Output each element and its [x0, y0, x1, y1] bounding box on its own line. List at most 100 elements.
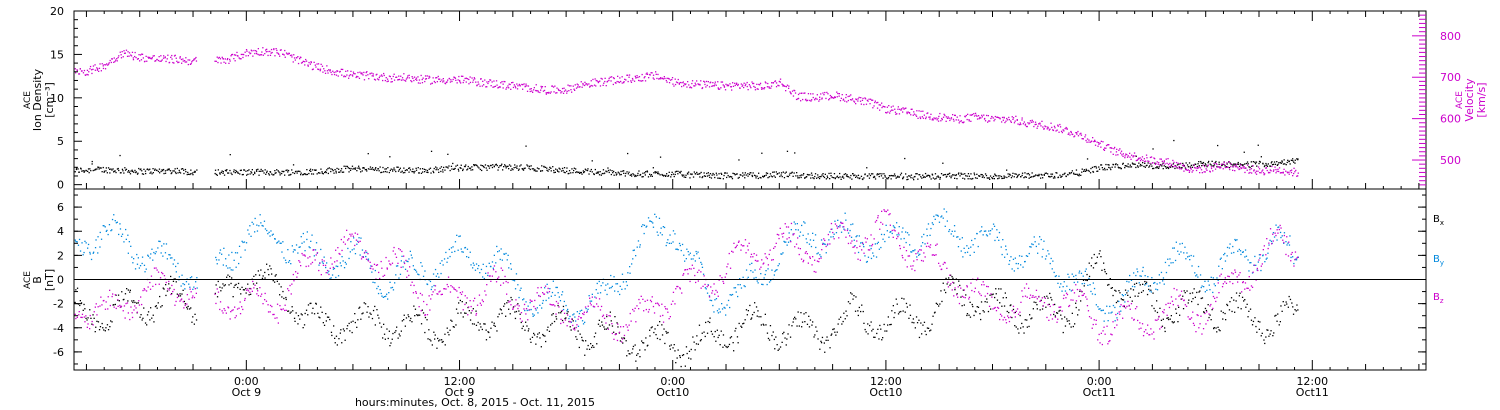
data-point [1256, 165, 1258, 167]
data-point [1218, 329, 1220, 331]
data-point [353, 167, 355, 169]
data-point [721, 308, 724, 310]
data-point [720, 81, 722, 83]
data-point [420, 74, 422, 77]
data-point [449, 169, 451, 172]
data-point [187, 305, 189, 308]
data-point [718, 308, 720, 310]
data-point [90, 258, 93, 261]
data-point [540, 87, 543, 89]
data-point [910, 108, 912, 110]
data-point [472, 79, 475, 81]
data-point [1031, 172, 1033, 174]
data-point [882, 238, 884, 240]
data-point [196, 287, 198, 289]
data-point [1137, 166, 1139, 168]
data-point [1096, 170, 1098, 172]
data-point [646, 171, 649, 173]
data-point [1075, 274, 1077, 277]
data-point [431, 344, 433, 346]
data-point [102, 67, 105, 70]
data-point [174, 54, 176, 56]
data-point [676, 82, 679, 84]
data-point [92, 252, 94, 254]
data-point [789, 91, 791, 93]
data-point [572, 85, 574, 87]
data-point [682, 81, 684, 83]
data-point [129, 289, 131, 291]
data-point [880, 246, 882, 249]
data-point [508, 267, 510, 269]
data-point [268, 231, 270, 233]
data-point [397, 79, 399, 81]
data-point [986, 114, 988, 117]
data-point [1269, 333, 1271, 335]
data-point [754, 86, 756, 89]
data-point [231, 173, 233, 176]
data-point [1005, 120, 1007, 122]
data-point [362, 74, 364, 76]
data-point [127, 234, 129, 236]
data-point [1182, 295, 1184, 297]
data-point [644, 174, 646, 176]
data-point [181, 62, 183, 64]
data-point [84, 240, 86, 242]
data-point [1051, 268, 1053, 270]
data-point [1084, 134, 1087, 136]
data-point [82, 170, 84, 172]
data-point [980, 230, 982, 232]
data-point [969, 114, 971, 116]
data-point [1080, 132, 1082, 134]
data-point [1173, 139, 1175, 142]
data-point [335, 172, 337, 174]
data-point [125, 49, 128, 51]
data-point [807, 99, 809, 101]
data-point [924, 176, 926, 178]
data-point [794, 223, 796, 225]
data-point [346, 325, 349, 327]
data-point [325, 266, 327, 269]
data-point [230, 282, 232, 285]
data-point [142, 317, 144, 319]
data-point [714, 299, 716, 301]
data-point [631, 352, 633, 354]
data-point [558, 167, 560, 169]
data-point [1064, 128, 1066, 130]
data-point [505, 88, 507, 90]
data-point [1094, 144, 1097, 146]
data-point [255, 51, 258, 53]
data-point [578, 86, 580, 88]
data-point [1051, 126, 1053, 129]
data-point [1252, 320, 1255, 323]
data-point [410, 317, 412, 320]
data-point [1180, 251, 1182, 253]
data-point [845, 175, 848, 177]
data-point [350, 167, 352, 170]
data-point [608, 171, 610, 174]
data-point [643, 77, 645, 79]
data-point [662, 78, 665, 80]
data-point [659, 232, 662, 234]
data-point [825, 97, 827, 100]
data-point [753, 174, 756, 176]
data-point [892, 225, 895, 227]
data-point [1155, 288, 1157, 290]
data-point [945, 211, 948, 213]
data-point [704, 81, 706, 83]
data-point [424, 316, 427, 319]
data-point [1229, 243, 1231, 245]
data-point [236, 51, 238, 54]
data-point [424, 270, 426, 272]
data-point [1047, 173, 1049, 175]
data-point [730, 336, 733, 338]
data-point [305, 58, 307, 61]
data-point [740, 287, 743, 289]
data-point [1247, 163, 1249, 165]
data-point [922, 324, 924, 326]
data-point [1134, 155, 1136, 157]
data-point [443, 166, 445, 169]
data-point [1296, 158, 1298, 160]
data-point [560, 310, 563, 312]
data-point [847, 95, 849, 98]
data-point [759, 176, 761, 179]
